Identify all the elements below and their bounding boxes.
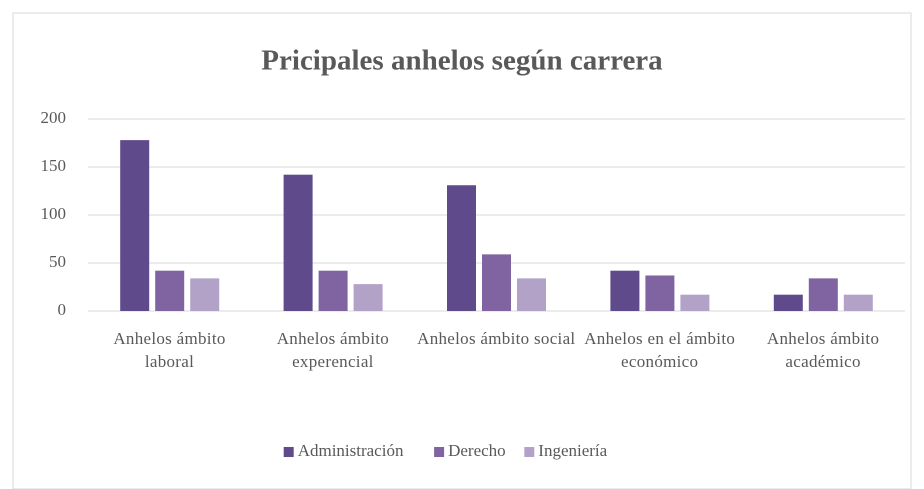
- bar: [517, 278, 546, 311]
- legend-swatch: [434, 447, 445, 457]
- x-tick-label: Anhelos ámbito académico: [766, 329, 880, 371]
- bar: [843, 294, 873, 311]
- chart-title: Pricipales anhelos según carrera: [261, 45, 663, 77]
- x-tick-label: Anhelos ámbito laboral: [113, 329, 226, 371]
- legend-label: Ingeniería: [538, 441, 607, 460]
- legend-swatch: [283, 447, 294, 457]
- legend-label: Administración: [298, 441, 404, 460]
- x-tick-label: Anhelos ámbito social: [417, 329, 576, 348]
- y-tick-label: 200: [41, 108, 67, 127]
- bar: [283, 174, 313, 311]
- y-tick-label: 50: [49, 252, 66, 271]
- legend-swatch: [524, 447, 535, 457]
- y-tick-label: 150: [41, 156, 67, 175]
- x-tick-label: Anhelos ámbito experencial: [276, 329, 390, 371]
- bar: [120, 140, 150, 311]
- y-tick-label: 100: [41, 204, 67, 223]
- bar: [155, 270, 185, 311]
- x-tick-label: Anhelos en el ámbito económico: [584, 329, 736, 371]
- bar: [680, 294, 710, 311]
- bar: [808, 278, 838, 311]
- bar: [773, 294, 803, 311]
- bar: [318, 270, 348, 311]
- bar: [447, 185, 476, 311]
- bar: [482, 254, 511, 311]
- legend-label: Derecho: [448, 441, 506, 460]
- bar: [190, 278, 220, 311]
- y-tick-label: 0: [58, 300, 67, 319]
- bar: [645, 275, 675, 311]
- bar: [610, 270, 640, 311]
- bar: [353, 284, 383, 311]
